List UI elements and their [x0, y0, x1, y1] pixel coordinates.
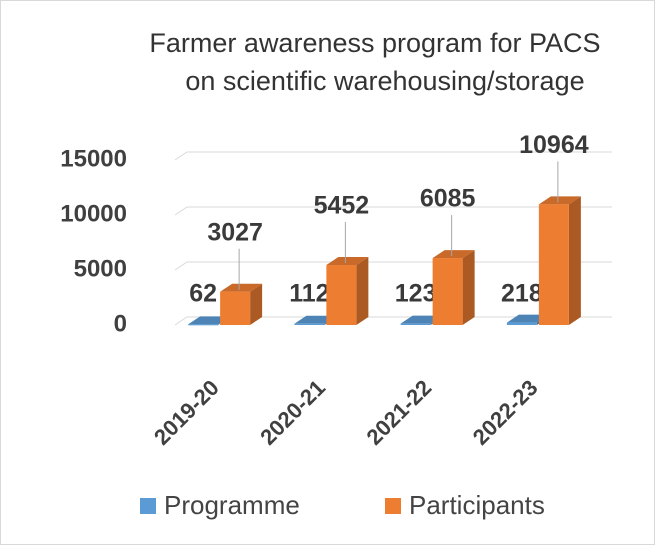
bar-front [220, 291, 251, 325]
bar-front [188, 324, 219, 326]
data-label: 123 [395, 280, 437, 308]
bar-front [538, 204, 569, 325]
legend-swatch [140, 498, 156, 514]
bar-top [188, 316, 231, 325]
data-label: 3027 [207, 218, 263, 246]
bar-side [462, 250, 475, 325]
y-tick-label: 10000 [60, 200, 127, 227]
bar-front [506, 322, 537, 325]
bar-front [400, 323, 431, 325]
bar-front [326, 265, 357, 325]
grid-line [174, 151, 612, 161]
bar-side [250, 283, 263, 325]
bar-front [294, 323, 325, 325]
bar [538, 196, 581, 325]
bar-side [568, 196, 581, 325]
data-label: 218 [501, 280, 543, 308]
legend-swatch [385, 498, 401, 514]
bar [220, 283, 263, 325]
legend-label: Participants [409, 490, 545, 520]
grid-line [174, 206, 612, 216]
bar-top [432, 250, 475, 259]
legend-label: Programme [164, 490, 300, 520]
bar-side [356, 257, 369, 325]
bar-top [294, 315, 337, 324]
data-label: 6085 [420, 185, 476, 213]
bar-top [538, 196, 581, 205]
bar [326, 257, 369, 325]
chart-title: on scientific warehousing/storage [185, 66, 584, 96]
y-tick-label: 15000 [60, 145, 127, 172]
data-label: 5452 [314, 192, 370, 220]
data-label: 112 [289, 280, 329, 308]
chart-title: Farmer awareness program for PACS [149, 28, 600, 58]
data-label: 10964 [519, 131, 589, 159]
data-label: 62 [189, 280, 217, 308]
bar [432, 250, 475, 325]
bar-top [506, 314, 549, 323]
bar-top [326, 257, 369, 266]
y-tick-label: 0 [114, 310, 127, 337]
y-tick-label: 5000 [74, 255, 127, 282]
bar-top [220, 283, 263, 292]
bar-front [432, 258, 463, 325]
bar-top [400, 315, 443, 324]
